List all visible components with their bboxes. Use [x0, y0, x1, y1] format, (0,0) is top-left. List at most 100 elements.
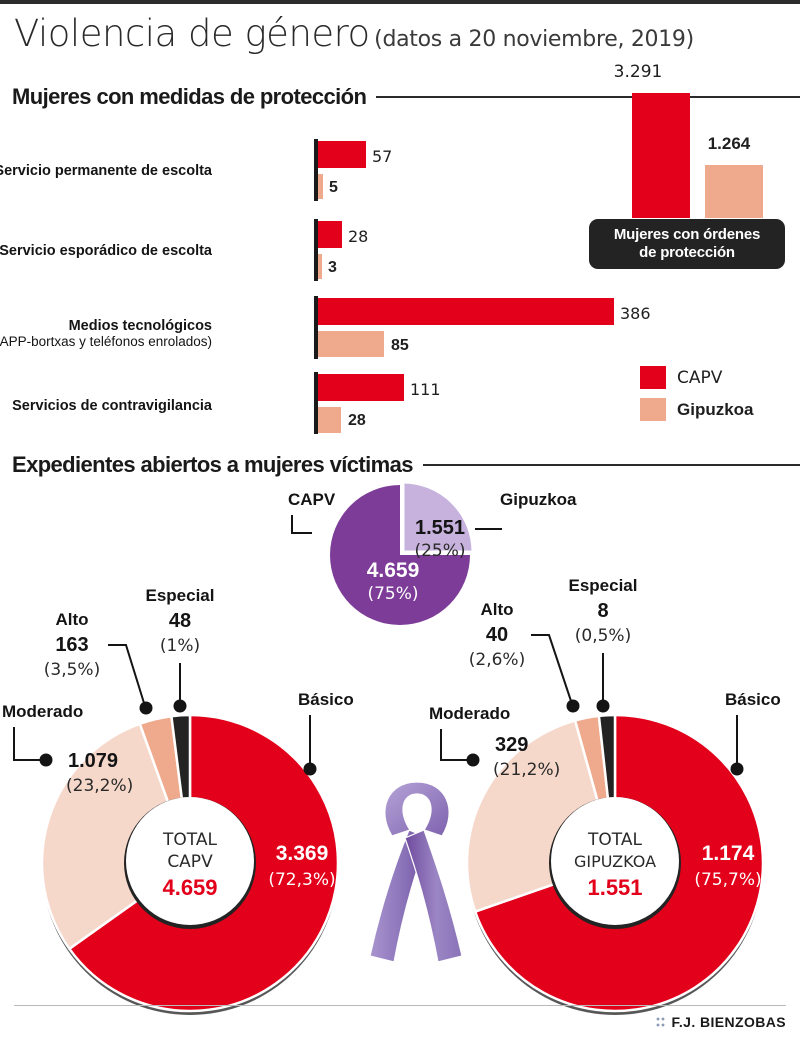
bar-value-capv: 28: [348, 227, 369, 246]
leader-line-alto: [108, 644, 145, 704]
leader-dot-especial: [596, 699, 610, 713]
bar-value-capv: 386: [620, 304, 651, 323]
donut-value-basico: 3.369: [276, 842, 329, 865]
axis-tick: [314, 219, 318, 281]
donut-value-moderado: 1.079: [68, 750, 118, 772]
donut-value-alto: 40: [486, 624, 508, 646]
donut-value-especial: 8: [597, 600, 608, 622]
bar-category-label: Servicio esporádico de escolta: [0, 243, 212, 259]
pie-value-capv: 4.659: [367, 559, 420, 582]
leader-dot-moderado: [466, 753, 480, 767]
donut-center-total: 4.659: [162, 875, 217, 900]
legend-swatch-capv: [640, 366, 666, 389]
donut-value-especial: 48: [169, 610, 191, 632]
bar-value-gipuzkoa: 85: [391, 337, 409, 354]
page-title: Violencia de género (datos a 20 noviembr…: [14, 12, 694, 55]
axis-tick: [314, 296, 318, 359]
donut-value-basico: 1.174: [702, 842, 755, 865]
bar-gipuzkoa: [318, 407, 341, 433]
leader-dot-basico: [303, 762, 317, 776]
orders-badge: Mujeres con órdenes de protección: [589, 219, 785, 270]
donut-pct-especial: (1%): [160, 636, 200, 656]
legend: CAPV Gipuzkoa: [640, 366, 754, 430]
donut-label-basico: Básico: [298, 690, 354, 709]
donut-value-moderado: 329: [495, 734, 528, 756]
donut-pct-basico: (75,7%): [694, 870, 761, 890]
bar-value-capv: 57: [372, 147, 393, 166]
pie-territorial: CAPV Gipuzkoa 1.551 (25%) 4.659 (75%): [250, 480, 577, 625]
bar-gipuzkoa: [318, 174, 323, 199]
bar-category-label: Servicio permanente de escolta: [0, 163, 212, 179]
section-rule: [376, 96, 800, 98]
donut-label-moderado: Moderado: [2, 702, 83, 721]
bar-capv: [318, 298, 614, 325]
legend-label-gipuzkoa: Gipuzkoa: [677, 399, 754, 419]
title-subtitle: (datos a 20 noviembre, 2019): [374, 27, 694, 52]
bigbar-gipuzkoa: [705, 165, 763, 218]
donut-center-line2: GIPUZKOA: [574, 852, 656, 871]
credit-text: F.J. BIENZOBAS: [671, 1014, 786, 1030]
donut-center-line2: CAPV: [167, 852, 213, 872]
section-header-protection: Mujeres con medidas de protección: [12, 84, 800, 110]
ribbon-loop: [384, 781, 450, 837]
bar-gipuzkoa: [318, 254, 322, 279]
donut-pct-basico: (72,3%): [268, 870, 335, 890]
bar-category-sub: (APP-bortxas y teléfonos enrolados): [0, 334, 212, 350]
ribbon-tail-right: [404, 829, 463, 963]
donut-pct-especial: (0,5%): [575, 626, 631, 646]
donut-pct-alto: (3,5%): [44, 660, 100, 680]
donut-label-especial: Especial: [146, 586, 215, 605]
credit: F.J. BIENZOBAS: [656, 1014, 786, 1030]
bar-category-main: Medios tecnológicos: [68, 318, 212, 334]
bar-capv: [318, 374, 404, 401]
top-rule: [0, 0, 800, 4]
donut-slice-moderado: [40, 722, 192, 951]
bar-capv: [318, 221, 342, 248]
bigbar-value-capv: 3.291: [613, 62, 663, 82]
bigbar-value-gipuzkoa: 1.264: [707, 134, 751, 153]
donut-center-line1: TOTAL: [162, 830, 217, 850]
section-label-files: Expedientes abiertos a mujeres víctimas: [12, 452, 414, 477]
leader-dot-basico: [730, 762, 744, 776]
bar-capv: [318, 141, 366, 168]
axis-tick: [314, 139, 318, 201]
donut-value-alto: 163: [55, 634, 88, 656]
donut-label-alto: Alto: [480, 600, 513, 619]
leader-dot-moderado: [39, 753, 53, 767]
section-header-files: Expedientes abiertos a mujeres víctimas: [12, 452, 800, 478]
legend-item-gipuzkoa: Gipuzkoa: [640, 398, 754, 421]
footer-rule: [14, 1005, 786, 1006]
pie-label-gipuzkoa: Gipuzkoa: [500, 490, 577, 509]
section-rule: [422, 464, 800, 466]
donut-pct-moderado: (21,2%): [493, 760, 560, 780]
title-main: Violencia de género: [14, 12, 370, 55]
donut-label-especial: Especial: [569, 576, 638, 595]
pie-pct-gipuzkoa: (25%): [414, 541, 465, 561]
pie-pct-capv: (75%): [367, 584, 418, 604]
axis-tick: [314, 372, 318, 434]
donut-label-alto: Alto: [55, 610, 88, 629]
leader-dot-alto: [139, 701, 153, 715]
leader-line-moderado: [440, 729, 469, 761]
donut-center-total: 1.551: [587, 875, 642, 900]
donut-hole: [551, 797, 679, 925]
leader-line-alto: [531, 634, 572, 702]
leader-line-capv: [291, 515, 312, 534]
pie-value-gipuzkoa: 1.551: [415, 517, 465, 539]
pie-label-capv: CAPV: [288, 490, 336, 509]
awareness-ribbon-icon: [362, 778, 472, 963]
leader-dot-alto: [566, 699, 580, 713]
bigbar-capv: [632, 93, 690, 218]
pie-slice-gipuzkoa: [401, 480, 475, 554]
orders-badge-line2: de protección: [639, 243, 735, 261]
bar-value-capv: 111: [410, 380, 441, 399]
donut-pct-alto: (2,6%): [469, 650, 525, 670]
pie-slice-capv: [330, 485, 470, 625]
donut-pct-moderado: (23,2%): [66, 776, 133, 796]
legend-item-capv: CAPV: [640, 366, 754, 389]
orders-badge-line1: Mujeres con órdenes: [613, 226, 761, 243]
legend-swatch-gipuzkoa: [640, 398, 666, 421]
donut-hole: [126, 797, 254, 925]
donut-capv: TOTAL CAPV 4.659 Básico 3.369 (72,3%) Mo…: [0, 575, 380, 1015]
